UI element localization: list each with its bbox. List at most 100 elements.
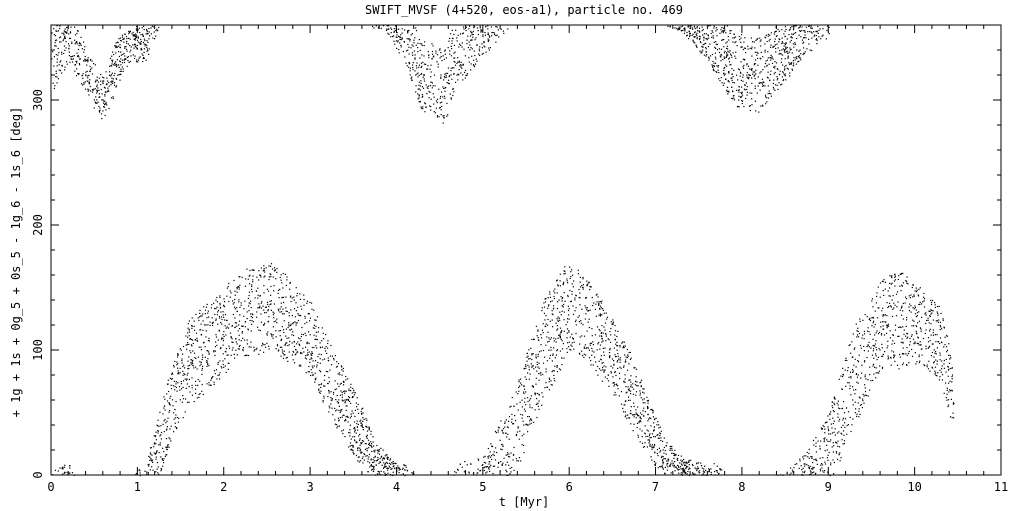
- data-point: [405, 464, 407, 467]
- data-point: [910, 311, 912, 313]
- data-point: [692, 39, 694, 41]
- data-point: [525, 367, 527, 369]
- data-point: [108, 71, 111, 73]
- data-point: [55, 30, 57, 32]
- data-point: [139, 32, 141, 34]
- data-point: [157, 425, 159, 427]
- data-point: [705, 42, 707, 44]
- data-point: [377, 27, 379, 29]
- data-point: [757, 64, 759, 66]
- data-point: [507, 456, 510, 458]
- data-point: [405, 62, 407, 64]
- data-point: [64, 35, 66, 37]
- data-point: [529, 398, 532, 400]
- data-point: [258, 329, 260, 331]
- data-point: [353, 428, 355, 430]
- data-point: [812, 466, 814, 468]
- data-point: [619, 378, 621, 380]
- data-point: [824, 437, 826, 439]
- data-point: [423, 63, 425, 65]
- data-point: [564, 272, 566, 274]
- data-point: [646, 400, 648, 402]
- data-point: [872, 316, 874, 319]
- data-point: [305, 358, 308, 360]
- data-point: [679, 466, 682, 468]
- data-point: [713, 25, 715, 27]
- data-point: [699, 472, 701, 474]
- data-point: [800, 465, 802, 467]
- data-point: [678, 466, 680, 469]
- data-point: [418, 88, 420, 90]
- data-point: [197, 317, 199, 319]
- data-point: [919, 301, 921, 303]
- data-point: [307, 352, 309, 354]
- data-point: [238, 345, 240, 348]
- data-point: [222, 314, 224, 316]
- data-point: [425, 106, 427, 108]
- data-point: [630, 357, 632, 359]
- data-point: [233, 306, 236, 308]
- data-point: [905, 296, 907, 298]
- data-point: [682, 462, 685, 464]
- data-point: [243, 339, 246, 341]
- data-point: [359, 433, 361, 435]
- data-point: [559, 335, 561, 337]
- data-point: [56, 25, 58, 27]
- data-point: [693, 36, 695, 38]
- data-point: [730, 64, 732, 66]
- data-point: [200, 315, 202, 317]
- data-point: [342, 367, 344, 370]
- data-point: [453, 52, 455, 54]
- data-point: [338, 399, 340, 401]
- data-point: [114, 64, 116, 66]
- data-point: [762, 104, 764, 106]
- data-point: [350, 448, 353, 450]
- data-point: [132, 31, 134, 33]
- data-point: [742, 58, 744, 60]
- data-point: [450, 55, 453, 57]
- data-point: [276, 271, 278, 273]
- data-point: [939, 342, 941, 345]
- data-point: [927, 341, 930, 343]
- data-point: [867, 345, 869, 347]
- data-point: [837, 400, 839, 402]
- data-point: [530, 422, 532, 424]
- data-point: [808, 25, 810, 27]
- data-point: [595, 315, 597, 317]
- data-point: [190, 338, 193, 341]
- data-point: [53, 28, 55, 30]
- data-point: [895, 293, 898, 295]
- data-point: [464, 69, 467, 72]
- data-point: [659, 433, 662, 435]
- data-point: [194, 329, 196, 331]
- data-point: [898, 335, 900, 337]
- data-point: [238, 276, 240, 278]
- data-point: [572, 286, 574, 288]
- data-point: [215, 299, 217, 301]
- data-point: [738, 99, 740, 101]
- data-point: [242, 348, 244, 350]
- data-point: [856, 415, 858, 417]
- data-point: [223, 316, 225, 318]
- data-point: [743, 41, 745, 43]
- data-point: [754, 87, 756, 89]
- data-point: [726, 25, 728, 27]
- data-point: [148, 27, 150, 30]
- data-point: [616, 361, 618, 363]
- data-point: [842, 430, 845, 432]
- data-point: [191, 325, 193, 327]
- data-point: [606, 378, 608, 380]
- data-point: [748, 105, 751, 107]
- data-point: [446, 102, 448, 104]
- data-point: [537, 402, 539, 404]
- data-point: [302, 347, 304, 349]
- data-point: [677, 457, 679, 460]
- data-point: [167, 446, 169, 448]
- data-point: [935, 350, 937, 353]
- data-point: [134, 57, 136, 59]
- data-point: [409, 70, 411, 72]
- data-point: [430, 98, 432, 100]
- data-point: [218, 315, 220, 318]
- data-point: [936, 334, 938, 336]
- data-point: [321, 327, 323, 329]
